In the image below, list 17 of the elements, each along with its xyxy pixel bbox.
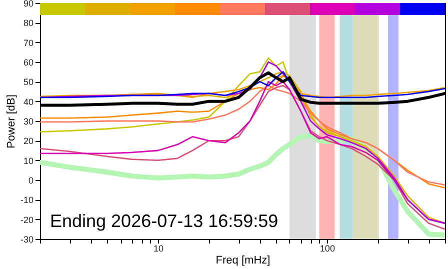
y-tick-label: 30 <box>23 116 34 126</box>
y-tick-label: -20 <box>20 214 34 225</box>
y-tick-label: 90 <box>23 0 34 8</box>
y-tick-label: 60 <box>23 58 34 68</box>
x-tick-label: 100 <box>320 244 335 254</box>
y-tick-label: 50 <box>23 77 34 88</box>
y-tick-label: 40 <box>23 96 34 107</box>
y-tick-label: 10 <box>23 156 34 166</box>
y-tick-label: 20 <box>23 136 34 146</box>
x-axis-title: Freq [mHz] <box>216 254 270 266</box>
y-tick-label: 70 <box>23 38 34 48</box>
y-tick-label: -10 <box>20 195 34 206</box>
y-tick-label: 80 <box>23 18 34 28</box>
y-tick-label: -30 <box>20 234 34 244</box>
y-axis-title: Power [dB] <box>5 94 18 148</box>
y-tick-label: 0 <box>28 176 34 186</box>
annotation: Ending 2026-07-13 16:59:59 <box>50 211 278 231</box>
